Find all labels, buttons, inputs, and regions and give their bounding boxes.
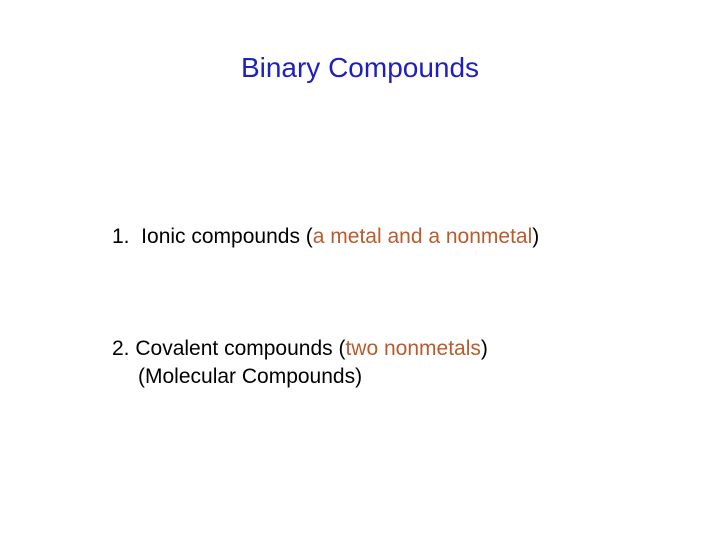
item-highlight: two nonmetals xyxy=(345,337,480,360)
title-text: Binary Compounds xyxy=(241,52,479,83)
item-highlight: a metal and a nonmetal xyxy=(313,225,532,248)
item-suffix: ) xyxy=(532,225,539,248)
list-item: 2. Covalent compounds (two nonmetals) xyxy=(112,335,488,363)
subline-text: (Molecular Compounds) xyxy=(138,365,362,388)
slide: Binary Compounds 1. Ionic compounds (a m… xyxy=(0,0,720,540)
list-item-subline: (Molecular Compounds) xyxy=(138,363,362,391)
slide-title: Binary Compounds xyxy=(0,52,720,84)
item-prefix: Covalent compounds ( xyxy=(130,337,346,360)
item-number: 1. xyxy=(112,225,130,248)
item-suffix: ) xyxy=(481,337,488,360)
item-number: 2. xyxy=(112,337,130,360)
item-prefix: Ionic compounds ( xyxy=(130,225,313,248)
list-item: 1. Ionic compounds (a metal and a nonmet… xyxy=(112,223,539,251)
